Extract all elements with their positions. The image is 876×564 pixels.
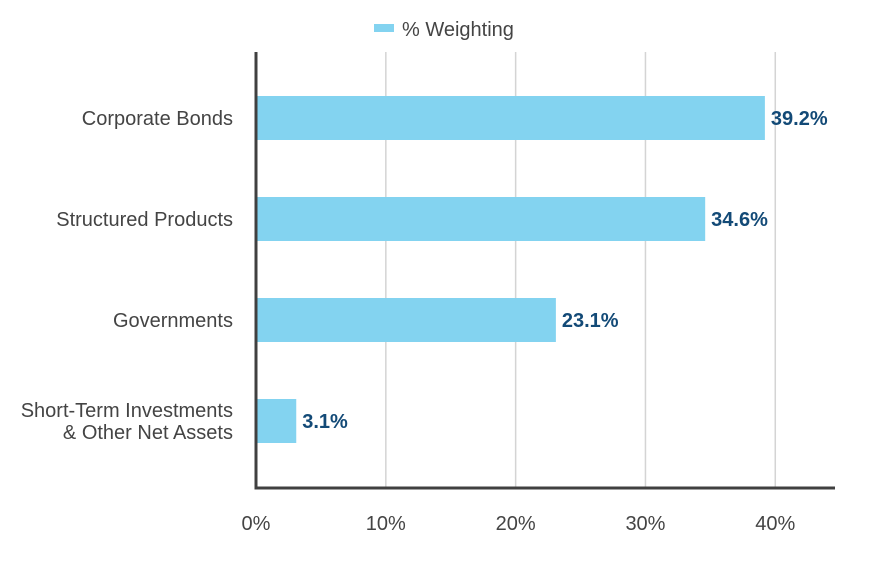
x-tick-label: 40% bbox=[755, 513, 795, 535]
legend: % Weighting bbox=[374, 19, 514, 41]
bar bbox=[256, 298, 556, 342]
data-label: 34.6% bbox=[711, 209, 768, 231]
axes bbox=[254, 52, 835, 490]
category-label: Governments bbox=[113, 310, 233, 332]
legend-swatch bbox=[374, 24, 394, 32]
bars bbox=[256, 96, 765, 443]
x-tick-label: 10% bbox=[366, 513, 406, 535]
category-label-line: Governments bbox=[113, 310, 233, 332]
category-label-line: Corporate Bonds bbox=[82, 108, 233, 130]
x-tick-label: 30% bbox=[625, 513, 665, 535]
data-label: 39.2% bbox=[771, 108, 828, 130]
category-label-line: Structured Products bbox=[56, 209, 233, 231]
labels: 39.2% 34.6% 23.1% 3.1% Corporate Bonds Struct… bbox=[21, 108, 828, 535]
category-label: Corporate Bonds bbox=[82, 108, 233, 130]
x-tick-label: 20% bbox=[496, 513, 536, 535]
legend-label: % Weighting bbox=[402, 19, 514, 41]
category-label: Structured Products bbox=[56, 209, 233, 231]
x-tick-label: 0% bbox=[242, 513, 271, 535]
category-label-line: & Other Net Assets bbox=[63, 422, 233, 444]
data-label: 3.1% bbox=[302, 411, 348, 433]
category-label-line: Short-Term Investments bbox=[21, 400, 233, 422]
bar bbox=[256, 399, 297, 443]
data-label: 23.1% bbox=[562, 310, 619, 332]
bar bbox=[256, 197, 706, 241]
category-label: Short-Term Investments & Other Net Assets bbox=[21, 400, 233, 444]
bar bbox=[256, 96, 765, 140]
